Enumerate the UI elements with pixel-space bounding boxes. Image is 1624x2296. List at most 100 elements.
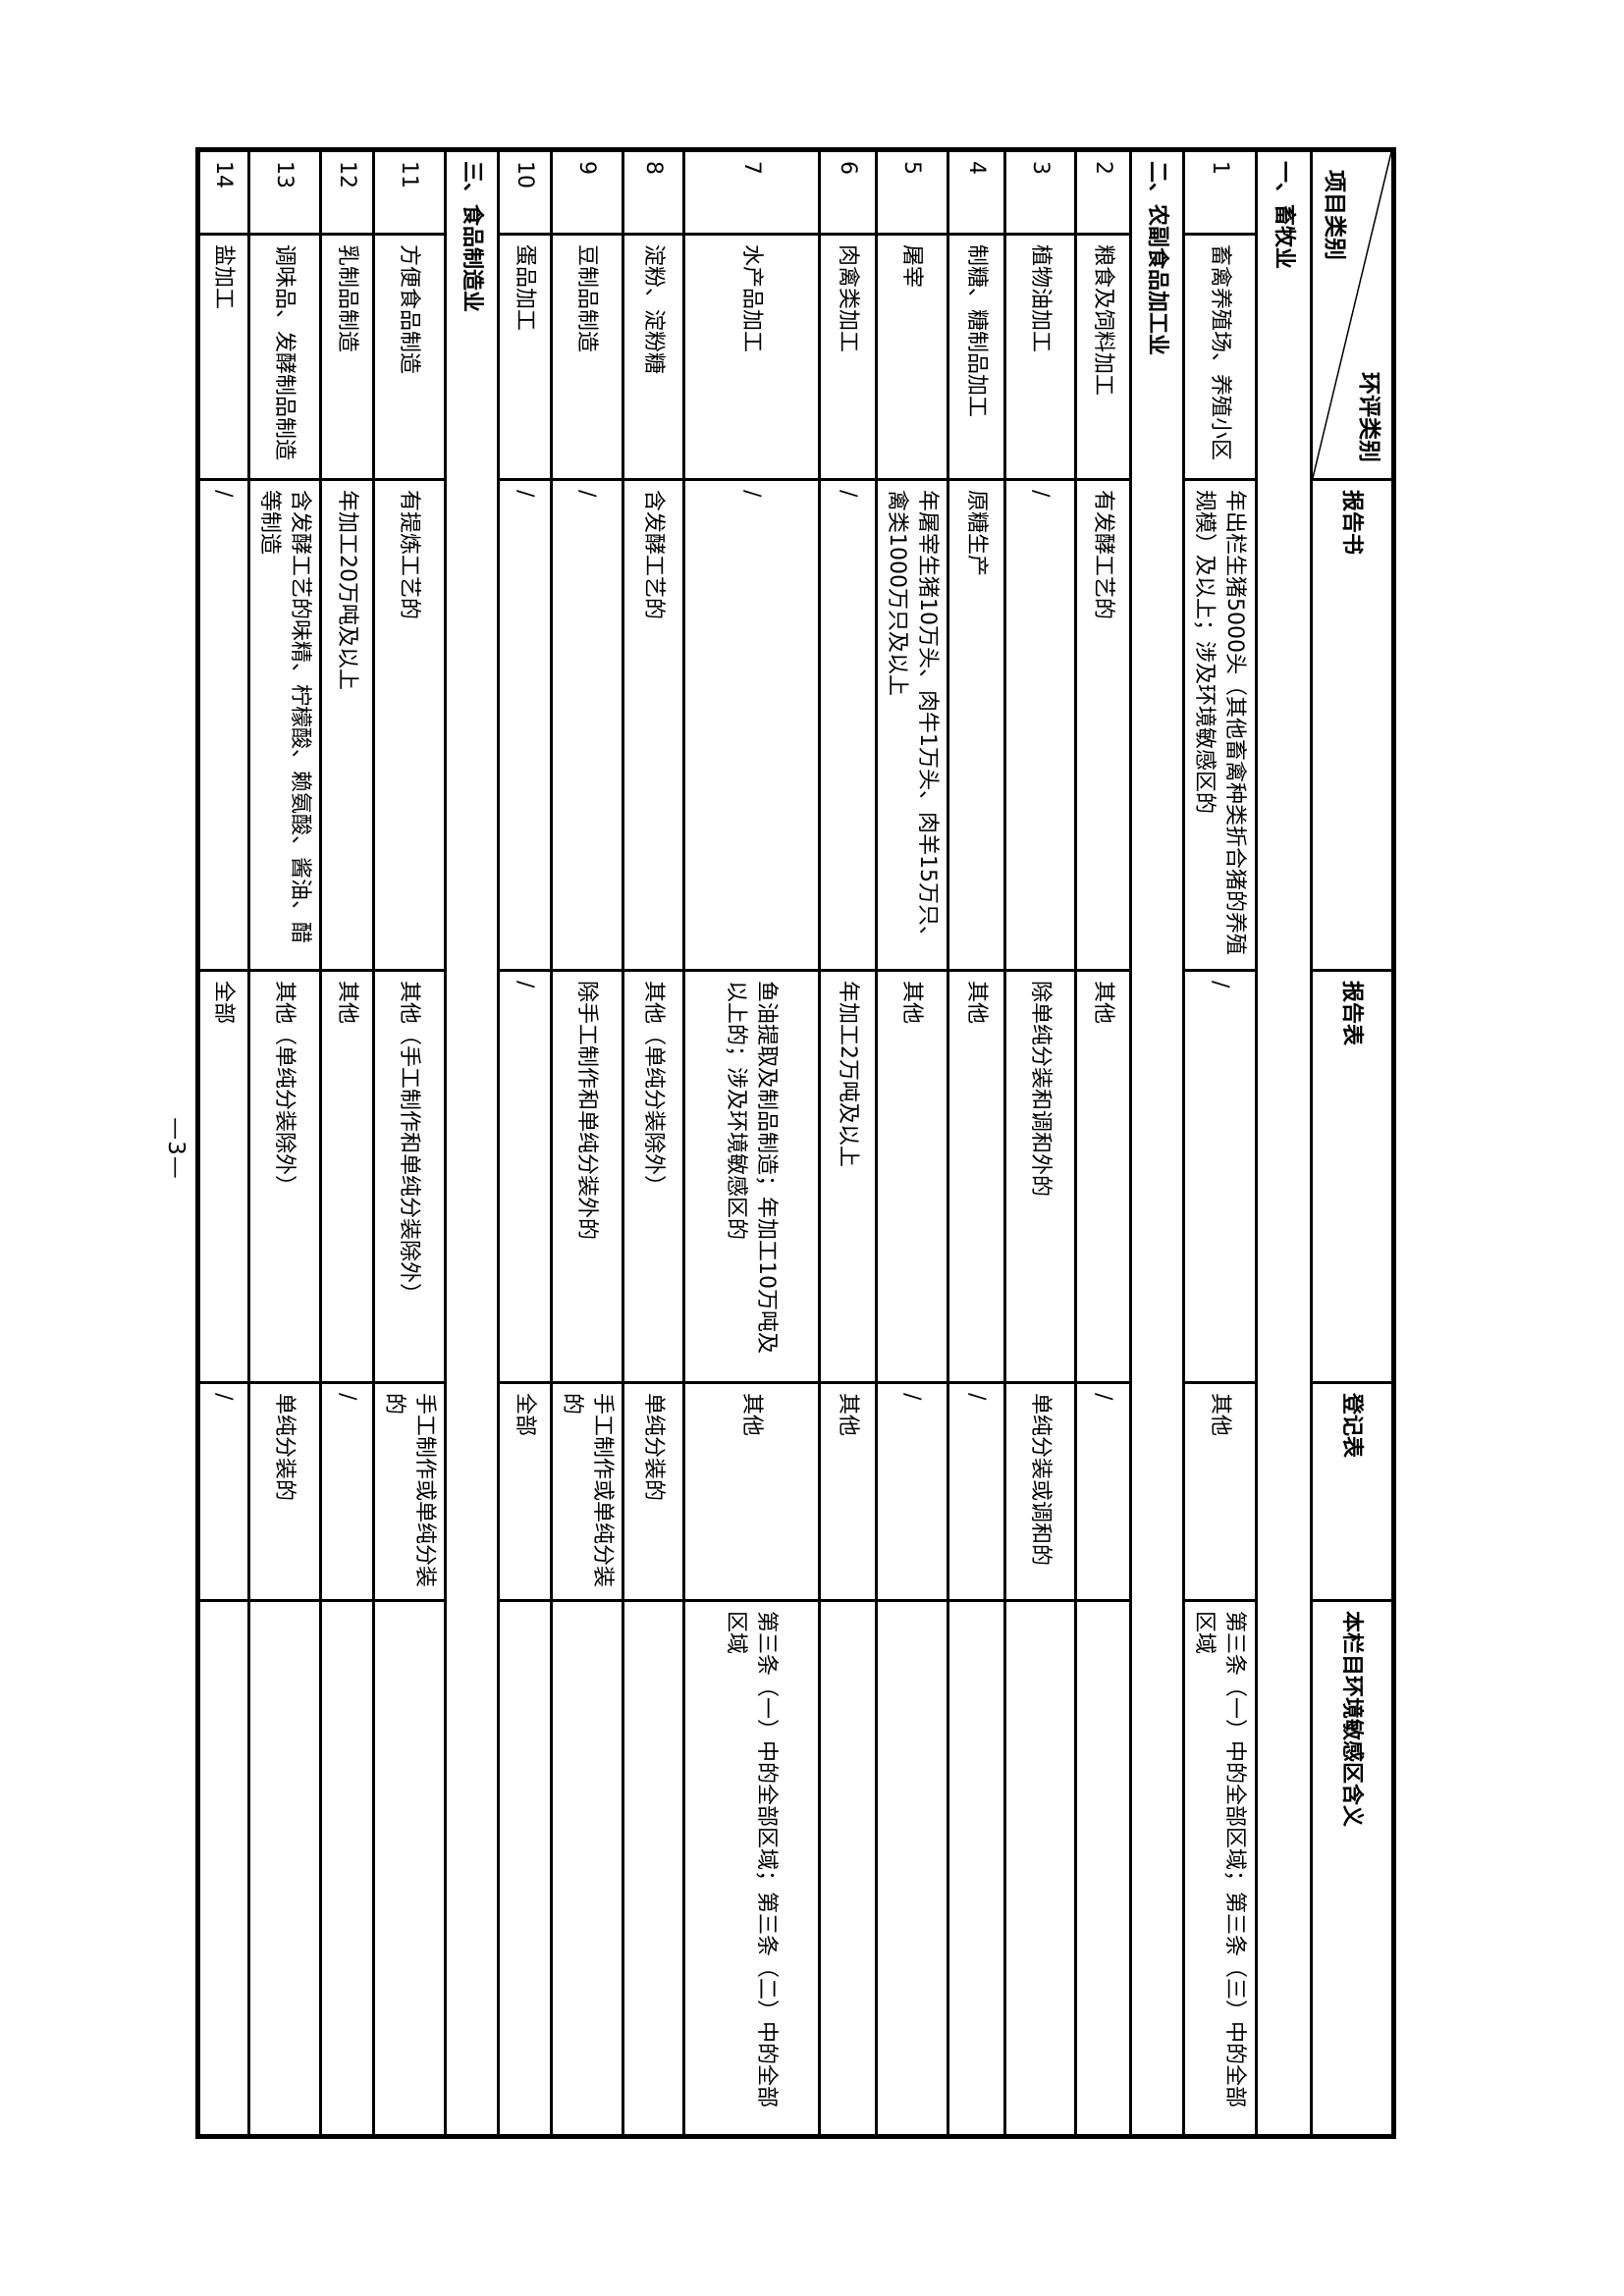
registration-form-cell: 单纯分装的 (623, 1382, 684, 1601)
row-number: 4 (947, 149, 1005, 235)
project-name: 植物油加工 (1004, 234, 1076, 480)
section-title: 三、食品制造业 (445, 149, 499, 2137)
row-number: 6 (819, 149, 877, 235)
registration-form-cell: / (876, 1382, 948, 1601)
table-row: 2 粮食及饲料加工 有发酵工艺的 其他 / (1075, 149, 1131, 2137)
row-number: 3 (1004, 149, 1076, 235)
report-form-cell: 其他（单纯分装除外） (248, 970, 321, 1383)
report-book-cell: / (197, 479, 249, 971)
report-form-cell: 除单纯分装和调和外的 (1004, 970, 1076, 1383)
report-form-cell: 除手工制作和单纯分装外的 (551, 970, 623, 1383)
registration-form-cell: 其他 (1183, 1382, 1257, 1601)
project-name: 乳制品制造 (320, 234, 374, 480)
table-row: 12 乳制品制造 年加工20万吨及以上 其他 / (320, 149, 374, 2137)
project-name: 方便食品制造 (373, 234, 446, 480)
report-book-cell: / (819, 479, 877, 971)
registration-form-cell: 其他 (683, 1382, 820, 1601)
project-name: 盐加工 (197, 234, 249, 480)
section-title: 一、畜牧业 (1256, 149, 1312, 2137)
row-number: 14 (197, 149, 249, 235)
section-row-food-manufacturing: 三、食品制造业 (445, 149, 499, 2137)
table-row: 10 蛋品加工 / / 全部 (498, 149, 552, 2137)
report-book-cell: 有发酵工艺的 (1075, 479, 1131, 971)
report-book-cell: / (1004, 479, 1076, 971)
project-name: 屠宰 (876, 234, 948, 480)
table-row: 14 盐加工 / 全部 / (197, 149, 249, 2137)
sensitive-meaning-cell (819, 1600, 877, 2137)
table-header-row: 环评类别 项目类别 报告书 报告表 登记表 本栏目环境敏感区含义 (1311, 149, 1394, 2137)
report-form-cell: 其他 (1075, 970, 1131, 1383)
row-number: 12 (320, 149, 374, 235)
row-number: 9 (551, 149, 623, 235)
registration-form-cell: 其他 (819, 1382, 877, 1601)
row-number: 5 (876, 149, 948, 235)
corner-label-project-category: 项目类别 (1322, 170, 1347, 260)
table-row: 9 豆制品制造 / 除手工制作和单纯分装外的 手工制作或单纯分装的 (551, 149, 623, 2137)
report-book-cell: / (551, 479, 623, 971)
project-name: 豆制品制造 (551, 234, 623, 480)
project-name: 淀粉、淀粉糖 (623, 234, 684, 480)
report-book-cell: 含发酵工艺的味精、柠檬酸、赖氨酸、酱油、醋等制造 (248, 479, 321, 971)
sensitive-meaning-cell (498, 1600, 552, 2137)
report-form-cell: / (498, 970, 552, 1383)
table-row: 4 制糖、糖制品加工 原糖生产 其他 / (947, 149, 1005, 2137)
report-form-cell: 其他（单纯分装除外） (623, 970, 684, 1383)
project-name: 制糖、糖制品加工 (947, 234, 1005, 480)
report-form-cell: 全部 (197, 970, 249, 1383)
registration-form-cell: 手工制作或单纯分装的 (551, 1382, 623, 1601)
column-header-registration-form: 登记表 (1311, 1382, 1394, 1601)
row-number: 7 (683, 149, 820, 235)
registration-form-cell: 全部 (498, 1382, 552, 1601)
report-book-cell: / (498, 479, 552, 971)
report-book-cell: 年屠宰生猪10万头、肉牛1万头、肉羊15万只、禽类1000万只及以上 (876, 479, 948, 971)
registration-form-cell: 手工制作或单纯分装的 (373, 1382, 446, 1601)
sensitive-meaning-cell (876, 1600, 948, 2137)
project-name: 畜禽养殖场、养殖小区 (1183, 234, 1257, 480)
report-book-cell: 年出栏生猪5000头（其他畜禽种类折合猪的养殖规模）及以上；涉及环境敏感区的 (1183, 479, 1257, 971)
corner-cell: 环评类别 项目类别 (1311, 149, 1394, 480)
project-name: 蛋品加工 (498, 234, 552, 480)
report-book-cell: 年加工20万吨及以上 (320, 479, 374, 971)
report-book-cell: 原糖生产 (947, 479, 1005, 971)
table-row: 11 方便食品制造 有提炼工艺的 其他（手工制作和单纯分装除外） 手工制作或单纯… (373, 149, 446, 2137)
table-row: 6 肉禽类加工 / 年加工2万吨及以上 其他 (819, 149, 877, 2137)
corner-label-eia-category: 环评类别 (1356, 372, 1381, 462)
project-name: 肉禽类加工 (819, 234, 877, 480)
page-number: —3— (163, 1117, 189, 1180)
report-form-cell: 其他 (876, 970, 948, 1383)
table-row: 8 淀粉、淀粉糖 含发酵工艺的 其他（单纯分装除外） 单纯分装的 (623, 149, 684, 2137)
row-number: 2 (1075, 149, 1131, 235)
project-name: 粮食及饲料加工 (1075, 234, 1131, 480)
table-row: 13 调味品、发酵制品制造 含发酵工艺的味精、柠檬酸、赖氨酸、酱油、醋等制造 其… (248, 149, 321, 2137)
diagonal-divider (1313, 152, 1391, 478)
report-book-cell: 含发酵工艺的 (623, 479, 684, 971)
sensitive-meaning-cell (373, 1600, 446, 2137)
table-row: 5 屠宰 年屠宰生猪10万头、肉牛1万头、肉羊15万只、禽类1000万只及以上 … (876, 149, 948, 2137)
project-name: 调味品、发酵制品制造 (248, 234, 321, 480)
report-form-cell: 其他 (947, 970, 1005, 1383)
project-name: 水产品加工 (683, 234, 820, 480)
column-header-report-form: 报告表 (1311, 970, 1394, 1383)
registration-form-cell: / (947, 1382, 1005, 1601)
sensitive-meaning-cell (1004, 1600, 1076, 2137)
eia-classification-table: 环评类别 项目类别 报告书 报告表 登记表 本栏目环境敏感区含义 一、畜牧业 1… (195, 147, 1396, 2139)
registration-form-cell: 单纯分装或调和的 (1004, 1382, 1076, 1601)
row-number: 13 (248, 149, 321, 235)
sensitive-meaning-cell: 第三条（一）中的全部区域；第三条（二）中的全部区域 (683, 1600, 820, 2137)
sensitive-meaning-cell (551, 1600, 623, 2137)
sensitive-meaning-cell (248, 1600, 321, 2137)
report-form-cell: 鱼油提取及制品制造；年加工10万吨及以上的；涉及环境敏感区的 (683, 970, 820, 1383)
table-row: 3 植物油加工 / 除单纯分装和调和外的 单纯分装或调和的 (1004, 149, 1076, 2137)
registration-form-cell: / (197, 1382, 249, 1601)
report-book-cell: 有提炼工艺的 (373, 479, 446, 971)
row-number: 1 (1183, 149, 1257, 235)
column-header-report-book: 报告书 (1311, 479, 1394, 971)
report-book-cell: / (683, 479, 820, 971)
sensitive-meaning-cell (947, 1600, 1005, 2137)
row-number: 10 (498, 149, 552, 235)
sensitive-meaning-cell (623, 1600, 684, 2137)
sensitive-meaning-cell (320, 1600, 374, 2137)
column-header-sensitive-meaning: 本栏目环境敏感区含义 (1311, 1600, 1394, 2137)
